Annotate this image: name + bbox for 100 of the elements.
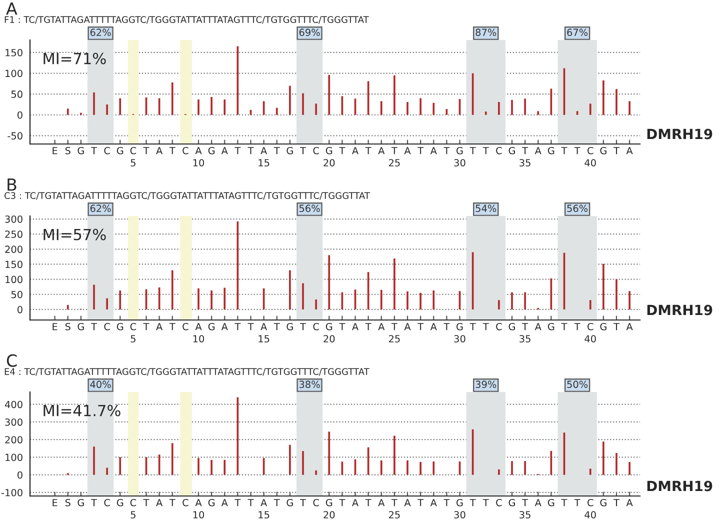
- x-tick-label: G: [286, 322, 293, 330]
- x-tick-label: A: [378, 323, 385, 330]
- y-tick-label: 200: [5, 436, 22, 444]
- y-tick-label: 300: [5, 215, 22, 223]
- x-tick-label: G: [208, 498, 215, 506]
- band-label: 54%: [476, 204, 496, 212]
- text: DMRH19: [647, 128, 712, 140]
- band-label: 62%: [90, 28, 111, 36]
- x-tick-label: S: [65, 146, 70, 154]
- x-tick-label: A: [352, 323, 358, 330]
- chart-title: A: [6, 2, 18, 15]
- band-label: 69%: [299, 28, 320, 36]
- x-tick-label: C: [588, 322, 594, 330]
- x-tick-label: C: [130, 146, 136, 154]
- x-tick-label: G: [286, 498, 293, 506]
- x-tick-label: G: [456, 146, 463, 154]
- x-tick-label: T: [522, 147, 528, 154]
- chart-title: C: [6, 354, 17, 367]
- x-tick-label: T: [143, 147, 150, 154]
- x-tick-label: A: [404, 147, 411, 154]
- x-tick-label: A: [626, 323, 633, 330]
- x2-tick-label: 35: [520, 159, 530, 166]
- x2-tick-label: 35: [520, 335, 530, 342]
- x-tick-label: T: [561, 323, 568, 330]
- x-tick-label: C: [182, 322, 188, 330]
- band-label: 56%: [299, 204, 320, 212]
- x-tick-label: G: [208, 322, 215, 330]
- y-tick-label: 200: [5, 246, 22, 253]
- x-tick-label: T: [274, 323, 280, 330]
- x-tick-label: A: [195, 323, 202, 330]
- x-tick-label: T: [274, 147, 280, 154]
- x-tick-label: A: [430, 499, 437, 506]
- x2-tick-label: 40: [584, 335, 596, 342]
- x-tick-label: T: [444, 323, 450, 330]
- x-tick-label: T: [391, 147, 398, 154]
- x-tick-label: T: [169, 147, 176, 154]
- x-tick-label: T: [470, 499, 476, 506]
- x-tick-label: T: [169, 499, 176, 506]
- x-tick-label: G: [508, 322, 515, 330]
- x-tick-label: T: [574, 147, 580, 154]
- x-tick-label: A: [378, 499, 385, 506]
- x-tick-label: T: [574, 323, 580, 330]
- x-tick-label: C: [313, 322, 319, 330]
- x-tick-label: T: [248, 499, 254, 506]
- x-tick-label: A: [378, 147, 385, 154]
- chart-title: B: [8, 178, 16, 191]
- x-tick-label: T: [522, 499, 528, 506]
- x-tick-label: C: [496, 322, 502, 330]
- x-tick-label: T: [234, 147, 241, 154]
- x-tick-label: G: [548, 322, 554, 330]
- x-tick-label: G: [508, 498, 515, 506]
- x-tick-label: T: [444, 499, 450, 506]
- x2-tick-label: 5: [130, 335, 136, 342]
- x-tick-label: A: [430, 323, 437, 330]
- annotation: MI=71%: [44, 52, 106, 64]
- x-tick-label: C: [313, 146, 319, 154]
- x-tick-label: C: [496, 498, 502, 506]
- x2-tick-label: 25: [388, 511, 400, 518]
- text: DMRH19: [647, 480, 712, 492]
- x-tick-label: A: [260, 499, 268, 506]
- x-tick-label: A: [534, 499, 542, 506]
- y-tick-label: 0: [18, 306, 22, 314]
- x-tick-label: T: [143, 323, 150, 330]
- x-tick-label: T: [365, 323, 372, 330]
- x2-tick-label: 25: [388, 159, 400, 166]
- x-tick-label: C: [313, 498, 319, 506]
- band-label: 39%: [476, 380, 496, 388]
- annotation: MI=57%: [44, 228, 106, 240]
- x-tick-label: T: [470, 147, 476, 154]
- x-tick-label: T: [248, 323, 254, 330]
- x2-tick-label: 30: [454, 511, 466, 518]
- x-tick-label: T: [574, 499, 580, 506]
- x-tick-label: T: [234, 323, 241, 330]
- x-tick-label: G: [548, 146, 554, 154]
- y-tick-label: 100: [6, 70, 22, 78]
- x-tick-label: T: [391, 499, 398, 506]
- band-label: 38%: [299, 380, 320, 388]
- x2-tick-label: 10: [193, 335, 204, 342]
- x-tick-label: C: [182, 498, 188, 506]
- x-tick-label: T: [300, 499, 306, 506]
- band-label: 56%: [567, 204, 588, 212]
- y-tick-label: 0: [18, 111, 22, 119]
- x2-tick-label: 5: [130, 511, 136, 518]
- y-tick-label: -100: [1, 488, 22, 496]
- chart-subtitle: F1 : TC/TGTATTAGATTTTTAGGTC/TGGGTATTATTTATAGTTTC/TGTGGTTTC/TGGGTTAT: [4, 16, 369, 24]
- x-tick-label: C: [588, 146, 594, 154]
- x2-tick-label: 30: [454, 159, 466, 166]
- band-label: 50%: [567, 380, 588, 388]
- x2-tick-label: 15: [258, 159, 270, 166]
- x2-tick-label: 10: [193, 159, 204, 166]
- x-tick-label: G: [326, 146, 332, 154]
- x-tick-label: G: [548, 498, 554, 506]
- x-tick-label: G: [208, 146, 215, 154]
- x-tick-label: G: [600, 322, 606, 330]
- x-tick-label: A: [626, 147, 633, 154]
- y-tick-label: 100: [6, 454, 22, 462]
- y-tick-label: 0: [18, 471, 22, 479]
- x-tick-label: C: [104, 146, 110, 154]
- x-tick-label: A: [156, 147, 163, 154]
- y-tick-label: 150: [6, 48, 22, 56]
